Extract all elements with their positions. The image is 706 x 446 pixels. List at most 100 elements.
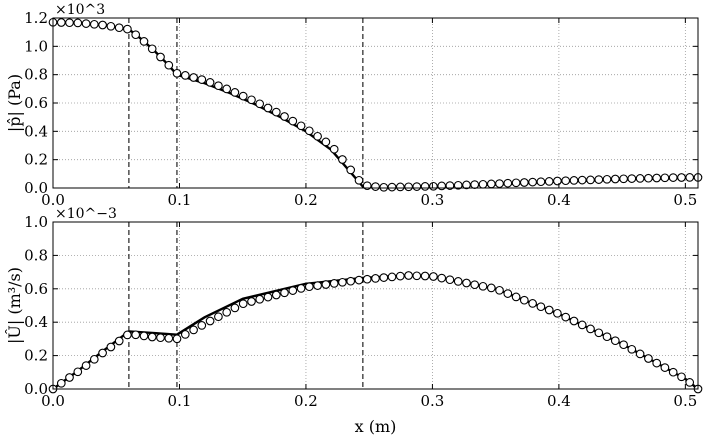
data-point [577, 320, 587, 330]
data-point [123, 24, 132, 34]
data-point [652, 173, 662, 183]
data-point [470, 180, 480, 189]
data-point [222, 84, 232, 94]
data-point [81, 19, 91, 28]
x-tick-label: 0.1 [168, 191, 192, 209]
data-point [89, 19, 99, 29]
y-tick-label: 0.4 [24, 313, 48, 331]
data-point [205, 78, 215, 87]
data-point [495, 179, 504, 188]
data-point [123, 330, 132, 340]
data-point [131, 330, 141, 340]
data-point [453, 180, 463, 190]
y-tick-label: 0.8 [24, 246, 48, 264]
data-point [594, 175, 604, 184]
data-point [586, 324, 595, 334]
data-point [263, 103, 273, 113]
data-point [486, 179, 496, 189]
data-point [395, 182, 405, 192]
data-point [73, 367, 83, 377]
data-point [354, 175, 364, 185]
data-point [255, 99, 265, 109]
data-point [98, 348, 107, 358]
data-point [147, 332, 157, 342]
y-axis-label: |Û| (m³/s) [4, 267, 24, 344]
data-point [668, 173, 678, 182]
data-point [313, 281, 322, 290]
data-point [230, 303, 240, 313]
data-point [247, 95, 256, 105]
data-point [610, 174, 620, 184]
data-point [106, 21, 116, 31]
data-point [528, 299, 537, 308]
data-point [156, 52, 165, 62]
data-point [346, 165, 356, 175]
data-point [114, 23, 124, 33]
data-point [619, 340, 628, 350]
data-point [561, 312, 571, 322]
data-point [677, 173, 686, 182]
data-point [569, 316, 579, 326]
y-tick-label: 0.8 [24, 66, 48, 84]
data-point [536, 302, 546, 312]
data-point [387, 272, 397, 282]
x-tick-label: 0.3 [420, 191, 444, 209]
data-point [189, 325, 198, 335]
data-point [544, 177, 554, 186]
axis-multiplier: ×10^3 [55, 2, 105, 18]
data-point [346, 276, 356, 286]
data-point [503, 178, 513, 188]
data-point [652, 358, 662, 368]
data-point [321, 280, 331, 289]
data-point [321, 137, 331, 147]
data-point [362, 274, 372, 284]
data-point [395, 271, 405, 281]
data-point [156, 333, 165, 343]
data-point [462, 180, 471, 190]
data-point [172, 68, 182, 78]
data-point [429, 181, 438, 191]
y-tick-label: 0.2 [24, 347, 48, 365]
data-point [338, 277, 347, 287]
data-point [577, 175, 587, 185]
data-point [329, 144, 339, 154]
data-point [420, 271, 430, 281]
y-tick-label: 0.0 [24, 179, 48, 197]
data-point [519, 178, 529, 187]
data-point [280, 112, 289, 121]
data-point [660, 363, 670, 372]
data-point [263, 292, 273, 302]
data-point [296, 121, 306, 131]
x-tick-label: 0.2 [294, 392, 318, 410]
data-point [379, 273, 389, 282]
data-point [429, 272, 438, 281]
data-point [280, 288, 289, 298]
data-point [139, 331, 149, 341]
data-point [230, 88, 240, 97]
data-point [437, 273, 447, 283]
data-point [214, 81, 223, 91]
data-point [470, 280, 480, 290]
data-point [164, 333, 174, 343]
data-point [685, 378, 695, 387]
data-point [437, 181, 447, 191]
data-point [635, 174, 645, 183]
data-point [371, 182, 380, 191]
data-point [528, 177, 537, 187]
data-point [387, 182, 397, 192]
x-tick-label: 0.5 [673, 392, 697, 410]
data-point [544, 305, 554, 315]
data-point [131, 30, 141, 40]
data-point [511, 292, 521, 302]
data-point [553, 308, 562, 318]
data-point [255, 294, 265, 304]
data-point [602, 174, 612, 184]
x-tick-label: 0.1 [168, 392, 192, 410]
y-tick-label: 0.6 [24, 280, 48, 298]
data-point [180, 71, 190, 80]
data-point [668, 367, 678, 377]
data-point [197, 75, 207, 84]
data-point [685, 173, 695, 182]
